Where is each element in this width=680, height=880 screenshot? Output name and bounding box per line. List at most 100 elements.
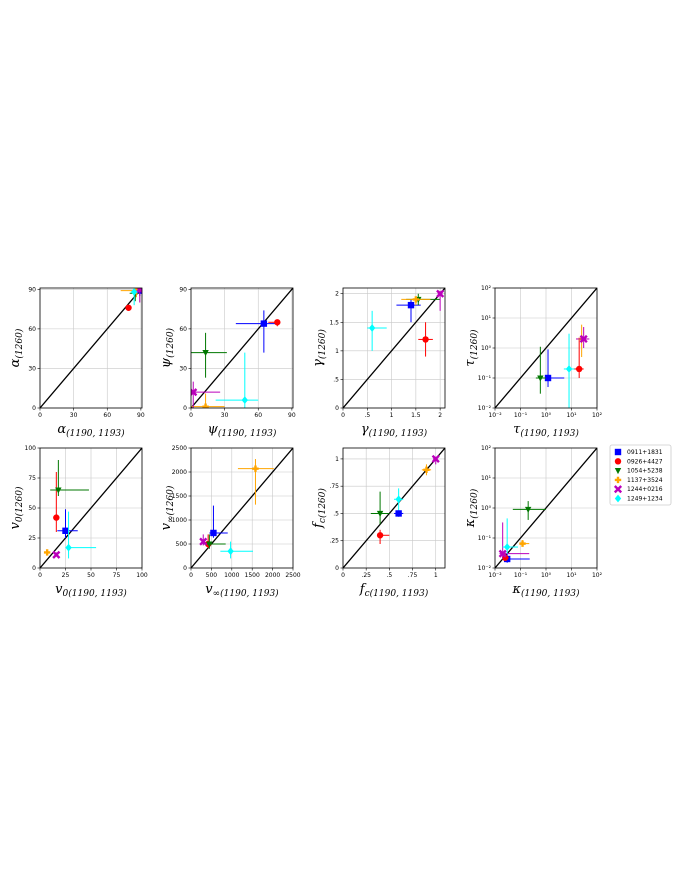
- x-tick-label: 25: [62, 572, 70, 579]
- y-tick-label: 0: [335, 565, 339, 572]
- data-point-1054+5238: [55, 487, 62, 494]
- x-tick-label: 90: [137, 412, 145, 419]
- data-point-1137+3524: [412, 296, 420, 303]
- one-to-one-line: [40, 288, 142, 408]
- data-point-1244+0216: [498, 549, 507, 558]
- data-point-1249+1234: [368, 324, 376, 332]
- y-tick-label: 1.5: [329, 319, 339, 326]
- data-point-0911+1831: [407, 301, 415, 309]
- y-tick-label: 2: [335, 291, 339, 298]
- data-point-1249+1234: [130, 288, 138, 296]
- y-tick-label: 90: [28, 286, 36, 293]
- data-point-1249+1234: [503, 543, 511, 551]
- data-point-1054+5238: [206, 541, 213, 548]
- y-tick-label: 1: [335, 348, 339, 355]
- y-tick-label: 0: [32, 405, 36, 412]
- one-to-one-line: [495, 448, 597, 568]
- points: [43, 460, 97, 559]
- y-tick-label: 100: [25, 445, 37, 452]
- legend-box: [609, 444, 672, 506]
- y-tick-label: 30: [179, 365, 187, 372]
- points: [191, 310, 281, 408]
- data-point-1249+1234: [565, 365, 573, 373]
- x-tick-label: 30: [70, 412, 78, 419]
- y-tick-label: 10¹: [481, 475, 492, 482]
- y-axis-label: ψ(1260): [159, 327, 176, 368]
- x-tick-label: .5: [386, 572, 392, 579]
- legend-marker-1137+3524: [614, 476, 622, 484]
- data-point-0926+4427: [376, 532, 384, 539]
- legend-entry: 1137+3524: [614, 476, 663, 484]
- y-tick-label: 2500: [172, 445, 187, 452]
- x-tick-label: 10²: [592, 412, 603, 419]
- points: [370, 454, 440, 544]
- y-tick-label: .25: [329, 538, 339, 545]
- y-tick-label: 10²: [481, 285, 492, 292]
- y-tick-label: .5: [333, 510, 339, 517]
- plot-frame: [342, 447, 446, 569]
- y-tick-label: 1500: [172, 493, 187, 500]
- y-tick-label: 500: [176, 541, 188, 548]
- legend-entry: 1249+1234: [614, 494, 663, 503]
- y-tick-label: 10⁻²: [478, 405, 492, 412]
- x-tick-label: 10⁻¹: [514, 412, 528, 419]
- one-to-one-line: [343, 288, 445, 408]
- y-tick-label: 0: [183, 405, 187, 412]
- panel-tau: 10⁻² 10⁻¹ 10⁰ 10¹ 10² 10⁻² 10⁻¹ 10⁰ 10¹ 10² τ(1190…: [463, 285, 603, 439]
- x-axis-label: v0(1190, 1193): [55, 582, 127, 599]
- x-axis-label: v∞(1190, 1193): [205, 582, 279, 599]
- x-tick-label: 90: [288, 412, 296, 419]
- y-tick-label: 75: [28, 475, 36, 482]
- points: [367, 289, 445, 357]
- x-tick-label: 2: [438, 412, 442, 419]
- y-tick-label: .5: [333, 376, 339, 383]
- legend-marker-1054+5238: [614, 468, 622, 475]
- panel-v0: 0 25 50 75 100 0 25 50 75 100 v0(1190, 1193) v0(126…: [8, 445, 148, 599]
- y-axis-label: v0(1260): [8, 486, 25, 530]
- x-tick-label: 10²: [592, 572, 603, 579]
- one-to-one-line: [191, 288, 293, 408]
- x-tick-label: 10⁻²: [488, 412, 502, 419]
- plot-frame: [342, 287, 446, 409]
- x-tick-label: 0: [189, 412, 193, 419]
- x-tick-label: 500: [206, 572, 218, 579]
- plot-frame: [39, 287, 143, 409]
- legend-entry: 0911+1831: [614, 448, 663, 456]
- points: [120, 288, 142, 311]
- x-tick-label: 1000: [224, 572, 239, 579]
- panel-gamma: 0 .5 1 1.5 2 0 .5 1 1.5 2 γ(1190, 1193) γ(1260): [311, 287, 446, 439]
- data-point-1244+0216: [52, 550, 61, 559]
- y-tick-label: 60: [179, 326, 187, 333]
- data-point-1249+1234: [395, 495, 402, 504]
- data-point-1137+3524: [423, 466, 430, 474]
- data-point-1137+3524: [202, 403, 209, 408]
- panel-alpha: 0 30 60 90 0 30 60 90 α(1190, 1193) α(1260): [8, 286, 145, 439]
- y-axis-label: fc(1260): [311, 488, 328, 529]
- data-point-0911+1831: [395, 510, 402, 517]
- legend-entry: 0926+4427: [614, 458, 663, 465]
- x-tick-label: 10⁰: [541, 412, 552, 419]
- y-tick-label: 10⁻¹: [478, 535, 492, 542]
- x-tick-label: 10⁰: [541, 572, 552, 579]
- x-tick-label: 30: [221, 412, 229, 419]
- points: [535, 324, 590, 408]
- x-tick-label: .5: [364, 412, 370, 419]
- data-point-1054+5238: [376, 510, 384, 517]
- plot-frame: [190, 287, 294, 409]
- legend-entry: 1054+5238: [614, 468, 663, 475]
- x-tick-label: 0: [341, 412, 345, 419]
- one-to-one-line: [343, 448, 445, 568]
- x-tick-label: 1: [390, 412, 394, 419]
- x-tick-label: 60: [254, 412, 262, 419]
- data-point-0926+4427: [575, 365, 583, 373]
- x-tick-label: 10¹: [566, 572, 577, 579]
- points: [498, 501, 546, 563]
- panel-kappa: 10⁻² 10⁻¹ 10⁰ 10¹ 10² 10⁻² 10⁻¹ 10⁰ 10¹ 10² κ(1190…: [463, 445, 603, 599]
- legend-marker-0911+1831: [614, 448, 622, 456]
- y-tick-label: 10⁰: [481, 505, 492, 512]
- x-tick-label: 50: [87, 572, 95, 579]
- panels: 0 30 60 90 0 30 60 90 α(1190, 1193) α(1260) 0 30 60 9…: [8, 285, 603, 599]
- data-point-1244+0216: [431, 454, 440, 463]
- data-point-0926+4427: [125, 304, 132, 311]
